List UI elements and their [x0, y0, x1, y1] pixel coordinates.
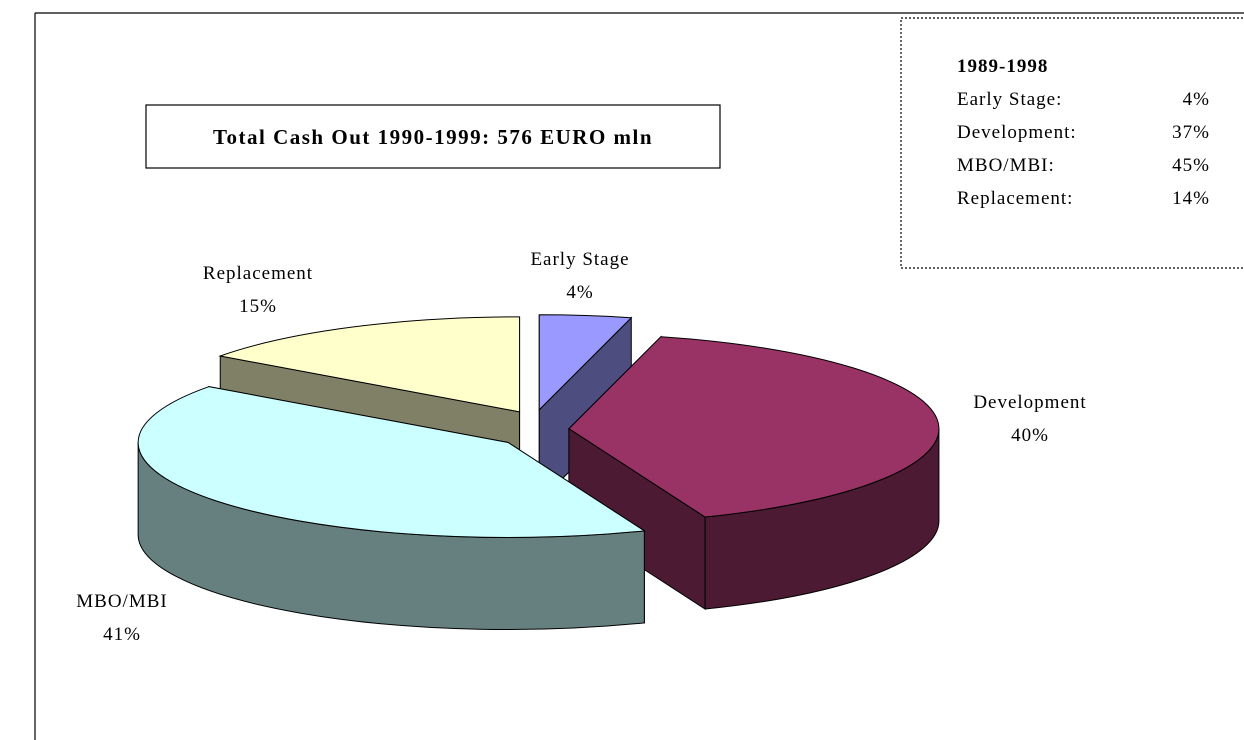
comparison-title: 1989-1998 [957, 56, 1048, 77]
comparison-value: 37% [1172, 122, 1210, 143]
pie [137, 314, 940, 630]
comparison-label: Development: [957, 122, 1077, 143]
slice-value-label: 4% [566, 282, 593, 303]
chart-title: Total Cash Out 1990-1999: 576 EURO mln [213, 125, 653, 149]
slice-value-label: 41% [103, 624, 141, 645]
slice [137, 386, 646, 630]
slice-top [568, 336, 940, 518]
slice-top [137, 386, 646, 538]
slice-top [218, 316, 521, 413]
slice-label: Early Stage [530, 249, 629, 270]
slice-top [538, 314, 633, 411]
slice-label: MBO/MBI [76, 591, 167, 612]
title-box [145, 104, 721, 169]
comparison-box [900, 17, 1244, 269]
comparison-label: MBO/MBI: [957, 155, 1055, 176]
comparison-label: Replacement: [957, 188, 1073, 209]
slice [568, 335, 940, 610]
slice-value-label: 15% [239, 296, 277, 317]
slice-label: Replacement [203, 263, 313, 284]
comparison-value: 14% [1172, 188, 1210, 209]
slice-label: Development [973, 392, 1086, 413]
slice [538, 314, 633, 503]
comparison-value: 4% [1183, 89, 1210, 110]
comparison-label: Early Stage: [957, 89, 1062, 110]
comparison-value: 45% [1172, 155, 1210, 176]
slice-value-label: 40% [1011, 425, 1049, 446]
